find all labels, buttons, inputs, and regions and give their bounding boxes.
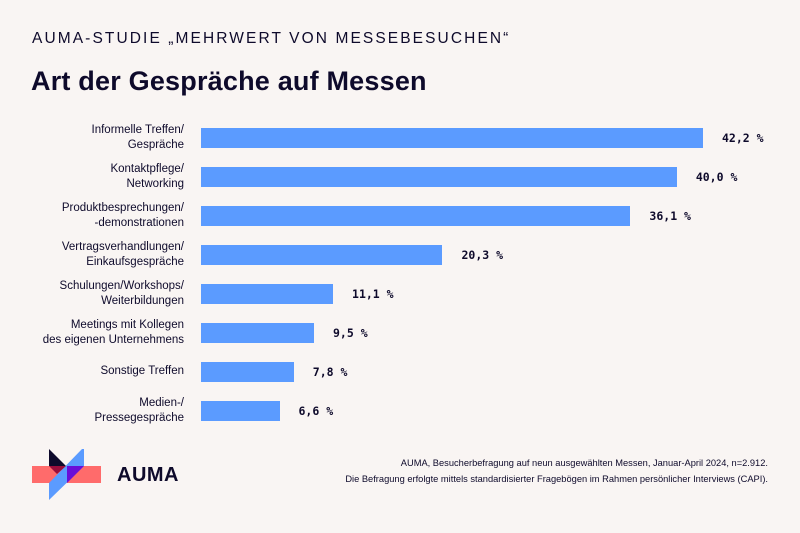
value-label: 6,6 % [298,404,334,418]
auma-wordmark: AUMA [117,464,179,486]
category-label: Produktbesprechungen/ -demonstrationen [61,201,184,230]
bar [201,167,677,187]
logo-purple-overlap [67,466,84,483]
bar [201,323,314,343]
bar [201,128,703,148]
logo-blue-parallelogram [49,449,84,500]
bar-chart: Informelle Treffen/ Gespräche 42,2 % Konta… [42,123,764,425]
category-label: Sonstige Treffen [100,365,184,378]
category-label: Kontaktpflege/ Networking [110,162,184,191]
value-label: 40,0 % [695,170,738,184]
bar [201,401,280,421]
category-label: Vertragsverhandlungen/ Einkaufsgespräche [61,240,184,269]
value-label: 42,2 % [722,131,764,145]
source-line-1: AUMA, Besucherbefragung auf neun ausgewä… [400,458,768,468]
bar [201,284,334,304]
bar [201,362,294,382]
source-line-2: Die Befragung erfolgte mittels standardi… [345,474,768,484]
bar [201,245,443,265]
value-label: 7,8 % [312,365,348,379]
logo-navy-triangle [49,449,66,466]
value-label: 11,1 % [352,287,394,301]
category-label: Meetings mit Kollegen des eigenen Untern… [42,318,184,347]
value-label: 36,1 % [649,209,691,223]
category-label: Medien-/ Pressegespräche [94,396,185,425]
category-label: Schulungen/Workshops/ Weiterbildungen [59,279,184,308]
chart-kicker: AUMA-STUDIE „MEHRWERT VON MESSEBESUCHEN“ [32,30,511,47]
logo-crimson-overlap [49,466,66,474]
bar [201,206,631,226]
category-label: Informelle Treffen/ Gespräche [91,123,184,152]
auma-logo-icon [32,449,101,500]
source-note: AUMA, Besucherbefragung auf neun ausgewä… [345,455,768,487]
chart-title: Art der Gespräche auf Messen [31,66,427,96]
value-label: 9,5 % [333,326,368,340]
value-label: 20,3 % [461,248,504,262]
